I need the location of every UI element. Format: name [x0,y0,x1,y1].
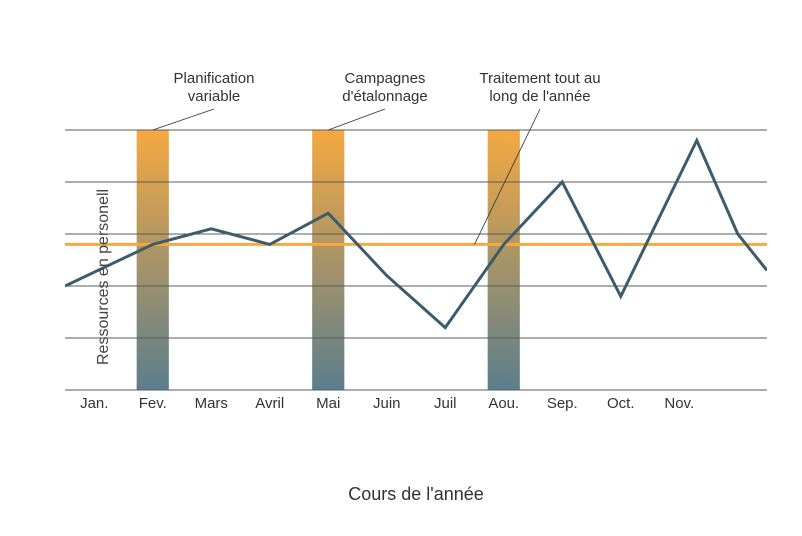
annotation-leader [328,109,385,130]
annotation-campaigns: Campagnesd'étalonnage [342,70,427,106]
annotation-traitement: Traitement tout aulong de l'année [479,70,600,106]
x-tick-label: Juin [373,395,401,412]
x-tick-label: Fev. [139,395,167,412]
x-tick-label: Mai [316,395,340,412]
x-tick-label: Mars [195,395,228,412]
x-tick-label: Sep. [547,395,578,412]
x-tick-label: Nov. [664,395,694,412]
campaign-bar-1 [312,130,344,390]
y-axis-label: Ressources en personell [95,189,113,365]
x-tick-label: Oct. [607,395,635,412]
x-tick-label: Jan. [80,395,108,412]
x-tick-label: Avril [255,395,284,412]
x-tick-label: Juil [434,395,457,412]
x-tick-label: Aou. [488,395,519,412]
annotation-planning: Planificationvariable [174,70,255,106]
annotation-leader [153,109,214,130]
x-axis-label: Cours de l'année [65,484,767,505]
campaign-bar-0 [137,130,169,390]
